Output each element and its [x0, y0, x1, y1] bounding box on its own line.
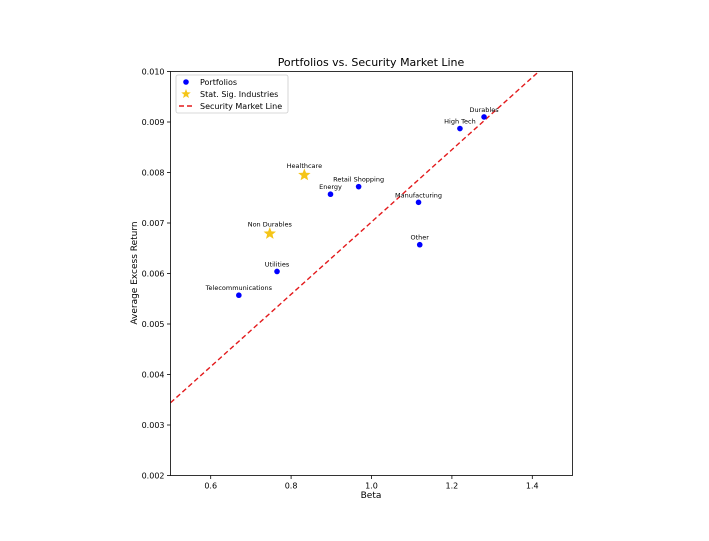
- y-axis-label: Average Excess Return: [130, 221, 140, 324]
- legend-label: Stat. Sig. Industries: [200, 90, 278, 99]
- point-label-healthcare: Healthcare: [287, 162, 322, 170]
- y-tick-label: 0.005: [142, 320, 165, 329]
- legend-marker-stat-sig: [181, 89, 191, 99]
- portfolio-point-retail-shopping: [355, 183, 362, 190]
- x-tick-label: 0.6: [204, 482, 217, 491]
- point-label-utilities: Utilities: [265, 260, 290, 268]
- x-tick-label: 1.2: [446, 482, 459, 491]
- x-axis: 0.6 0.8 1.0 1.2 1.4: [204, 475, 539, 491]
- point-label-retail-shopping: Retail Shopping: [333, 176, 384, 184]
- x-axis-label: Beta: [361, 491, 382, 501]
- y-tick-label: 0.006: [142, 270, 165, 279]
- point-label-energy: Energy: [319, 183, 342, 191]
- chart-title: Portfolios vs. Security Market Line: [278, 56, 465, 69]
- y-tick-label: 0.004: [142, 371, 165, 380]
- x-tick-label: 0.8: [285, 482, 298, 491]
- plot-area: Telecommunications Utilities EnergyRetail …: [170, 71, 540, 404]
- legend-label: Security Market Line: [200, 102, 282, 111]
- star-point-healthcare: [298, 168, 311, 181]
- y-tick-label: 0.009: [142, 118, 165, 127]
- x-tick-label: 1.4: [526, 482, 539, 491]
- point-label-non-durables: Non Durables: [248, 221, 293, 229]
- y-tick-label: 0.007: [142, 219, 165, 228]
- point-label-manufacturing: Manufacturing: [395, 191, 442, 199]
- point-label-high-tech: High Tech: [444, 118, 476, 126]
- point-label-durables: Durables: [470, 106, 500, 114]
- portfolio-point-manufacturing: [415, 199, 422, 206]
- security-market-line: [170, 71, 540, 404]
- y-tick-label: 0.002: [142, 472, 165, 481]
- star-point-non-durables: [263, 227, 276, 239]
- legend-marker-portfolios: [183, 79, 189, 85]
- y-tick-label: 0.010: [142, 68, 165, 77]
- portfolio-point-telecommunications: [236, 292, 242, 299]
- portfolio-point-durables: [481, 114, 487, 120]
- point-label-telecommunications: Telecommunications: [205, 284, 273, 292]
- legend-label: Portfolios: [200, 78, 237, 87]
- legend: Portfolios Stat. Sig. Industries Security …: [175, 74, 289, 114]
- x-tick-label: 1.0: [365, 482, 378, 491]
- point-label-other: Other: [411, 234, 430, 242]
- portfolio-point-energy: [327, 191, 334, 198]
- portfolio-point-other: [416, 241, 423, 248]
- portfolio-point-high-tech: [457, 125, 463, 132]
- legend-box: [175, 74, 289, 114]
- plot-frame: [170, 71, 573, 476]
- y-tick-label: 0.003: [142, 421, 165, 430]
- y-tick-label: 0.008: [142, 169, 165, 178]
- portfolio-point-utilities: [274, 268, 280, 275]
- y-axis: 0.002 0.003 0.004 0.005 0.006 0.007 0.008 0.009…: [142, 68, 171, 481]
